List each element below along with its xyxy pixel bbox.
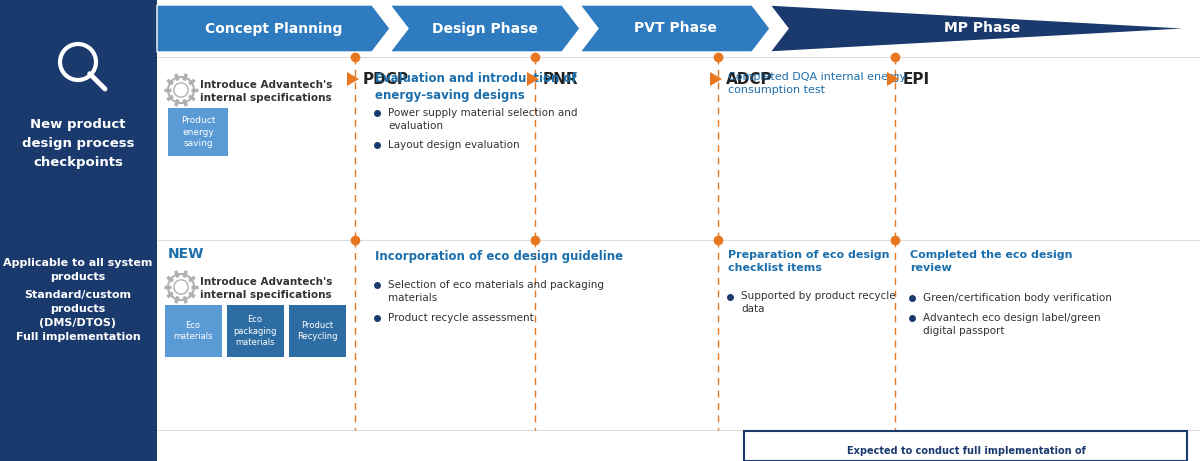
Text: Completed DQA internal energy
consumption test: Completed DQA internal energy consumptio…	[728, 72, 906, 95]
Text: Incorporation of eco design guideline: Incorporation of eco design guideline	[374, 250, 623, 263]
Text: Evaluation and introduction of
energy-saving designs: Evaluation and introduction of energy-sa…	[374, 72, 577, 102]
Text: Advantech eco design label/green
digital passport: Advantech eco design label/green digital…	[923, 313, 1100, 336]
Polygon shape	[0, 0, 157, 461]
Text: ADCP: ADCP	[726, 71, 773, 87]
Text: Product
Recycling: Product Recycling	[296, 321, 337, 341]
FancyBboxPatch shape	[227, 305, 284, 357]
Polygon shape	[347, 72, 359, 86]
Text: Selection of eco materials and packaging
materials: Selection of eco materials and packaging…	[388, 280, 604, 303]
Text: Introduce Advantech's
internal specifications: Introduce Advantech's internal specifica…	[200, 277, 332, 300]
Text: Product
energy
saving: Product energy saving	[181, 116, 215, 148]
Text: NEW: NEW	[168, 247, 204, 261]
Text: Concept Planning: Concept Planning	[205, 22, 342, 35]
Polygon shape	[390, 5, 580, 52]
Text: Introduce Advantech's
internal specifications: Introduce Advantech's internal specifica…	[200, 80, 332, 103]
Text: Preparation of eco design
checklist items: Preparation of eco design checklist item…	[728, 250, 889, 273]
Text: MP Phase: MP Phase	[944, 22, 1021, 35]
FancyBboxPatch shape	[166, 305, 222, 357]
Text: Power supply material selection and
evaluation: Power supply material selection and eval…	[388, 108, 577, 131]
Text: Design Phase: Design Phase	[432, 22, 538, 35]
Text: PVT Phase: PVT Phase	[634, 22, 716, 35]
Text: Standard/custom
products
(DMS/DTOS)
Full implementation: Standard/custom products (DMS/DTOS) Full…	[16, 290, 140, 342]
Text: Eco
packaging
materials: Eco packaging materials	[233, 315, 277, 347]
Text: Layout design evaluation: Layout design evaluation	[388, 140, 520, 150]
Text: Applicable to all system
products: Applicable to all system products	[4, 258, 152, 282]
Polygon shape	[887, 72, 899, 86]
Polygon shape	[527, 72, 539, 86]
Text: Product recycle assessment: Product recycle assessment	[388, 313, 534, 323]
FancyBboxPatch shape	[289, 305, 346, 357]
Text: Eco
materials: Eco materials	[173, 321, 212, 341]
Text: PNR: PNR	[542, 71, 578, 87]
Polygon shape	[710, 72, 722, 86]
Text: Supported by product recycle
data: Supported by product recycle data	[742, 291, 895, 314]
Text: Completed the eco design
review: Completed the eco design review	[910, 250, 1073, 273]
Text: PDCP: PDCP	[364, 71, 409, 87]
Polygon shape	[580, 5, 770, 52]
FancyBboxPatch shape	[168, 108, 228, 156]
Text: New product
design process
checkpoints: New product design process checkpoints	[22, 118, 134, 169]
Text: Expected to conduct full implementation of
Advantech's internal specifications i: Expected to conduct full implementation …	[833, 446, 1099, 461]
Text: Green/certification body verification: Green/certification body verification	[923, 293, 1112, 303]
Polygon shape	[770, 5, 1195, 52]
FancyBboxPatch shape	[744, 431, 1187, 461]
Polygon shape	[157, 5, 390, 52]
Text: EPI: EPI	[904, 71, 930, 87]
